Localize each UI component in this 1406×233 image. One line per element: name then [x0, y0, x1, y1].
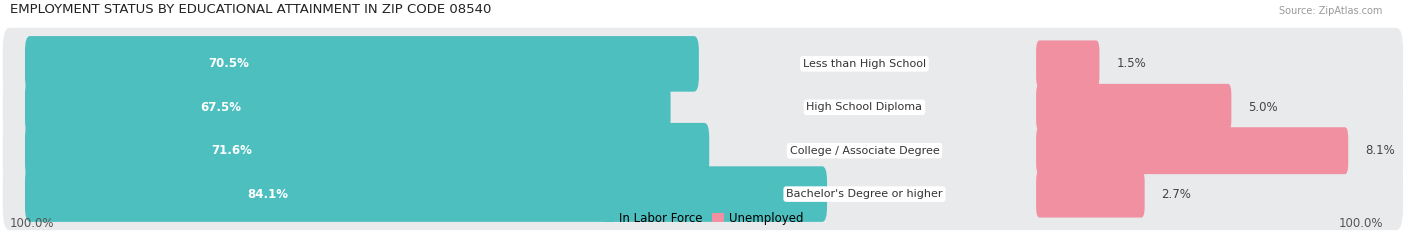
FancyBboxPatch shape	[1036, 41, 1099, 87]
Text: 1.5%: 1.5%	[1116, 57, 1146, 70]
Text: Bachelor's Degree or higher: Bachelor's Degree or higher	[786, 189, 942, 199]
Text: Source: ZipAtlas.com: Source: ZipAtlas.com	[1279, 6, 1384, 16]
Text: 2.7%: 2.7%	[1161, 188, 1191, 201]
Text: 70.5%: 70.5%	[208, 57, 249, 70]
FancyBboxPatch shape	[25, 36, 699, 92]
Text: 84.1%: 84.1%	[247, 188, 288, 201]
Text: College / Associate Degree: College / Associate Degree	[790, 146, 939, 156]
Text: 100.0%: 100.0%	[1339, 217, 1384, 230]
FancyBboxPatch shape	[1036, 84, 1232, 131]
Text: 100.0%: 100.0%	[10, 217, 53, 230]
FancyBboxPatch shape	[3, 115, 1403, 187]
Text: 71.6%: 71.6%	[212, 144, 253, 157]
Text: 5.0%: 5.0%	[1249, 101, 1278, 114]
FancyBboxPatch shape	[25, 166, 827, 222]
Text: High School Diploma: High School Diploma	[807, 102, 922, 112]
Legend: In Labor Force, Unemployed: In Labor Force, Unemployed	[598, 207, 808, 229]
FancyBboxPatch shape	[3, 158, 1403, 230]
Text: Less than High School: Less than High School	[803, 59, 927, 69]
FancyBboxPatch shape	[3, 28, 1403, 100]
Text: 67.5%: 67.5%	[200, 101, 240, 114]
FancyBboxPatch shape	[25, 79, 671, 135]
FancyBboxPatch shape	[1036, 171, 1144, 218]
Text: EMPLOYMENT STATUS BY EDUCATIONAL ATTAINMENT IN ZIP CODE 08540: EMPLOYMENT STATUS BY EDUCATIONAL ATTAINM…	[10, 3, 491, 16]
FancyBboxPatch shape	[25, 123, 709, 178]
Text: 8.1%: 8.1%	[1365, 144, 1395, 157]
FancyBboxPatch shape	[1036, 127, 1348, 174]
FancyBboxPatch shape	[3, 71, 1403, 143]
